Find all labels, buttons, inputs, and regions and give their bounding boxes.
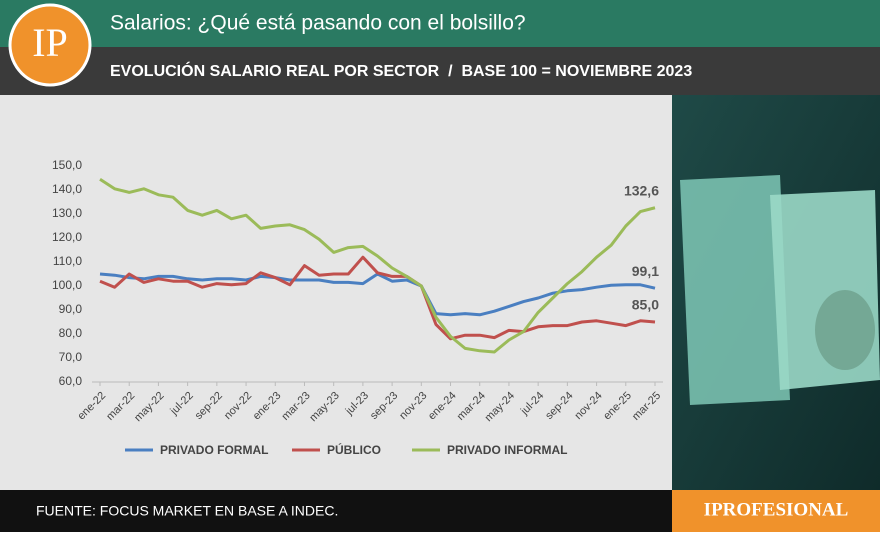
chart-background (0, 95, 672, 490)
brand-box (672, 490, 880, 532)
title: Salarios: ¿Qué está pasando con el bolsi… (110, 12, 526, 35)
value-label: 132,6 (624, 182, 659, 198)
value-label: 99,1 (632, 263, 659, 279)
footer-bar (0, 490, 672, 532)
legend-label: PRIVADO INFORMAL (447, 443, 567, 457)
y-tick-label: 80,0 (59, 326, 83, 340)
logo (8, 3, 92, 87)
y-tick-label: 60,0 (59, 374, 83, 388)
subtitle: EVOLUCIÓN SALARIO REAL POR SECTOR / BASE… (110, 61, 692, 80)
value-label: 85,0 (632, 297, 659, 313)
legend-label: PRIVADO FORMAL (160, 443, 268, 457)
y-tick-label: 100,0 (52, 278, 82, 292)
y-tick-label: 70,0 (59, 350, 83, 364)
y-tick-label: 110,0 (53, 254, 82, 268)
y-tick-label: 140,0 (52, 182, 82, 196)
logo-text: IP (32, 20, 68, 65)
series-line (99, 177, 656, 354)
subheader-bar (0, 47, 880, 95)
y-tick-label: 90,0 (59, 302, 83, 316)
y-tick-label: 120,0 (52, 230, 82, 244)
series-line (99, 255, 656, 341)
header-bar (0, 0, 880, 47)
y-tick-label: 150,0 (52, 158, 82, 172)
y-tick-label: 130,0 (52, 206, 82, 220)
legend-label: PÚBLICO (327, 442, 381, 457)
brand: IPROFESIONAL (704, 499, 849, 520)
photo (672, 95, 880, 490)
source: FUENTE: FOCUS MARKET EN BASE A INDEC. (36, 503, 338, 519)
